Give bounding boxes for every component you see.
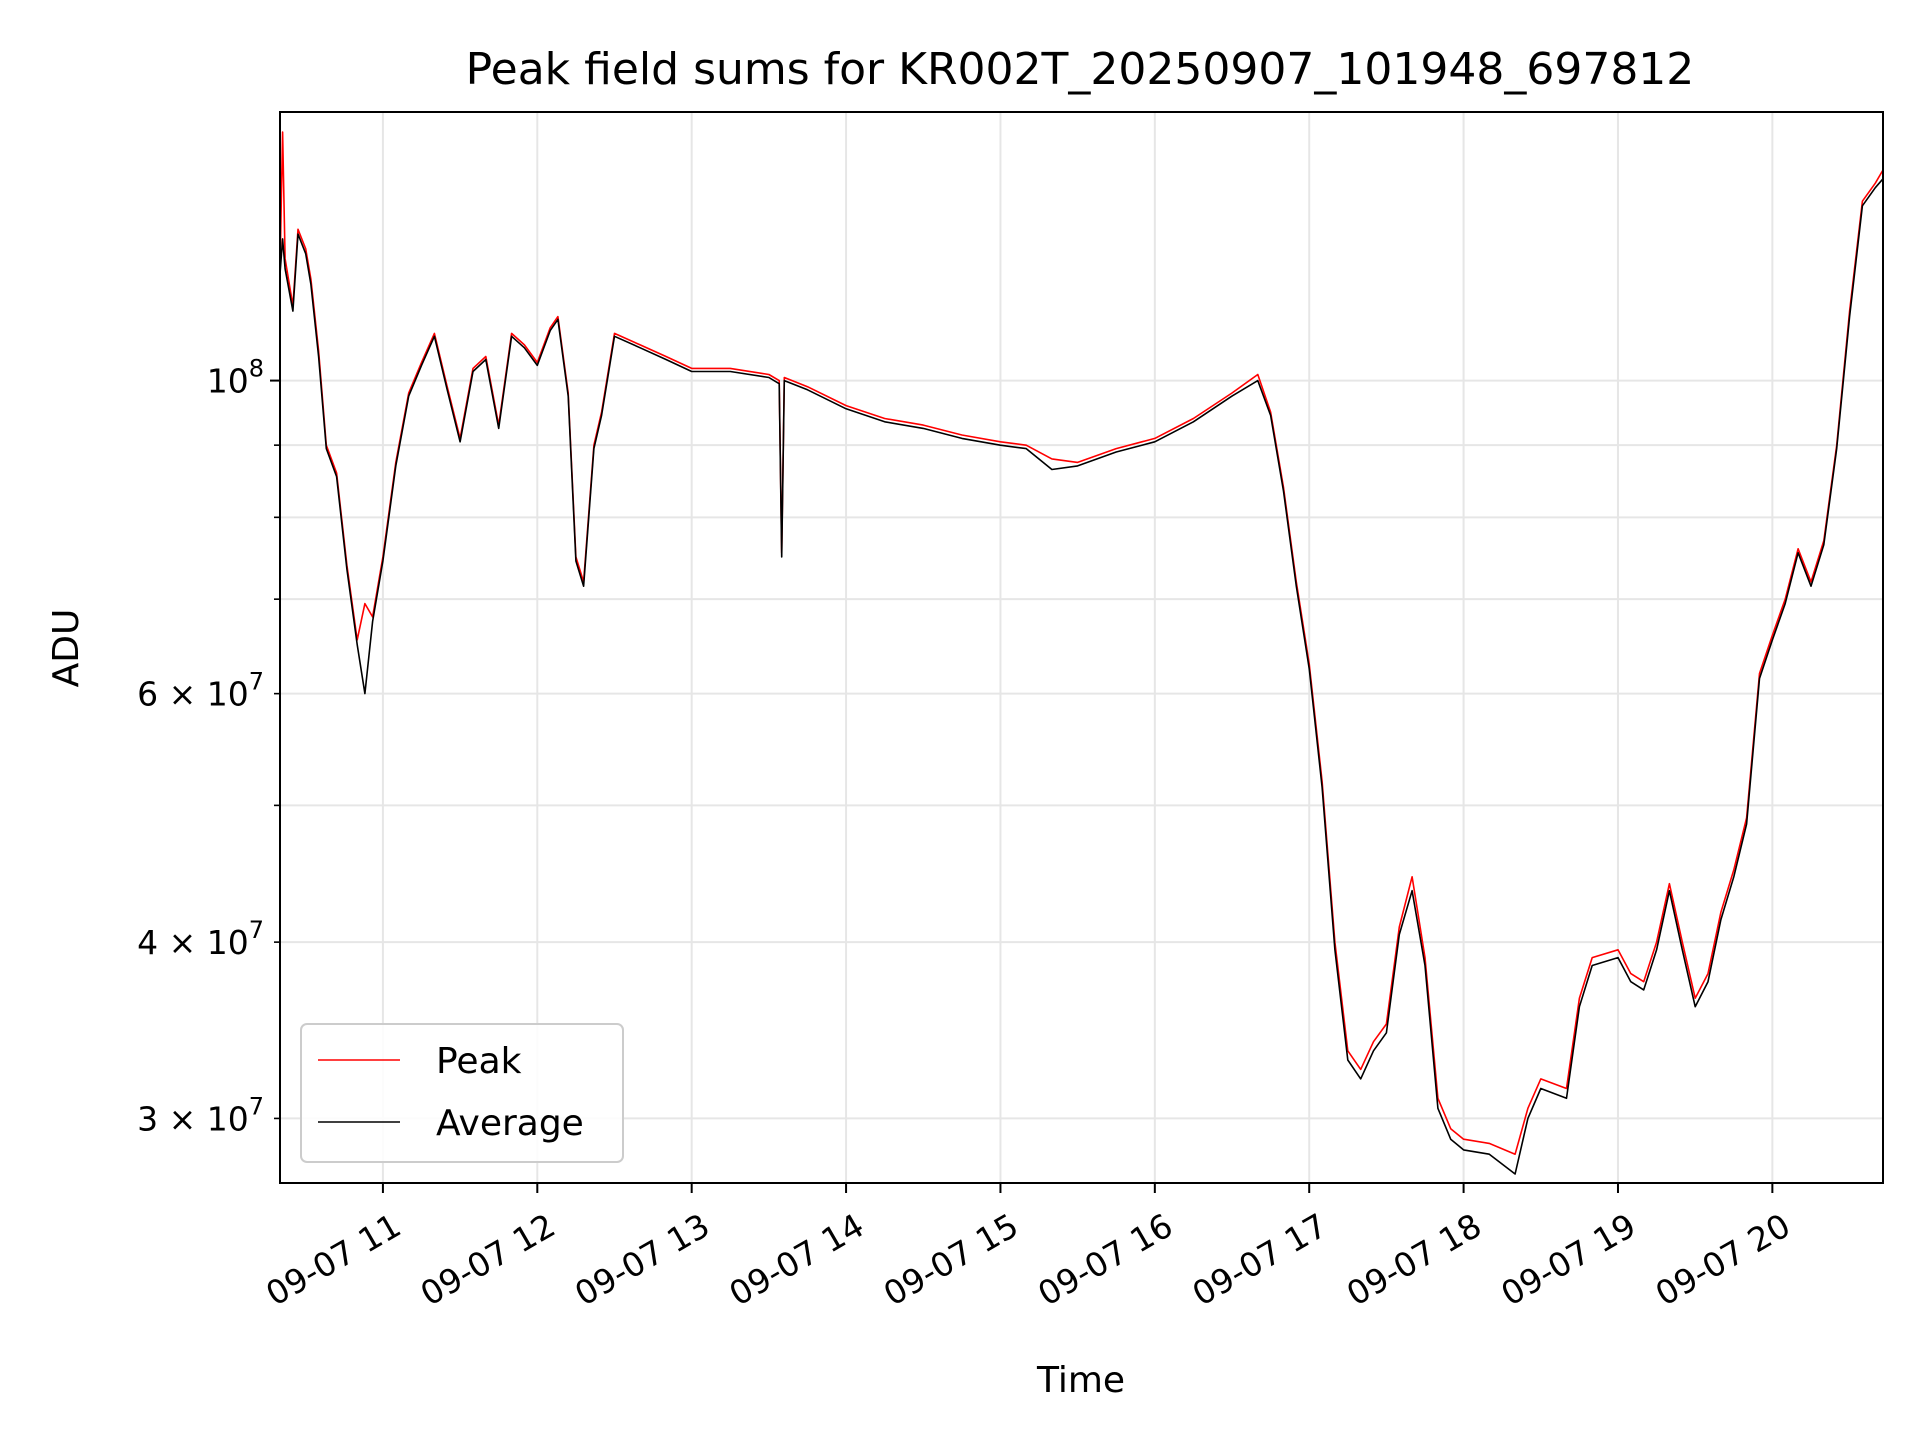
y-tick-label: 3 × 107 (137, 1092, 264, 1138)
y-tick-label: 108 (207, 355, 264, 401)
y-tick-exponent: 7 (249, 916, 264, 944)
series-line-peak (279, 131, 1884, 1155)
grid (280, 112, 1883, 1183)
legend-box (300, 1023, 624, 1163)
series-layer (279, 131, 1884, 1175)
y-tick-mantissa: 3 × 10 (137, 1099, 249, 1138)
legend: Peak Average (300, 1023, 624, 1163)
y-axis-label: ADU (46, 609, 87, 688)
legend-label-peak: Peak (436, 1041, 522, 1082)
plot-frame (279, 111, 1884, 1184)
y-tick-exponent: 8 (249, 355, 264, 383)
y-tick-mantissa: 6 × 10 (137, 675, 249, 714)
y-tick-label: 6 × 107 (137, 668, 264, 714)
chart-title: Peak field sums for KR002T_20250907_1019… (466, 44, 1695, 95)
series-line-average (279, 178, 1884, 1175)
x-axis-label: Time (1036, 1360, 1125, 1401)
y-tick-label: 4 × 107 (137, 916, 264, 962)
y-tick-mantissa: 4 × 10 (137, 923, 249, 962)
y-tick-exponent: 7 (249, 1092, 264, 1120)
y-tick-exponent: 7 (249, 668, 264, 696)
y-tick-mantissa: 10 (207, 362, 249, 401)
legend-label-average: Average (436, 1103, 584, 1144)
